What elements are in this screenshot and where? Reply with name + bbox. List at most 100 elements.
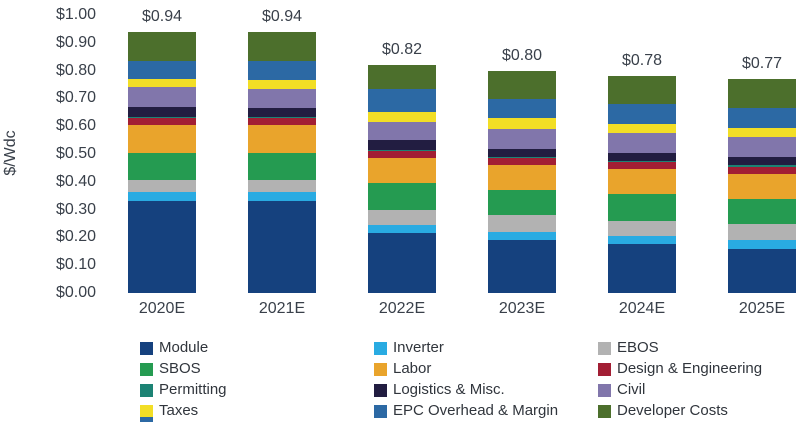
bar-segment-taxes bbox=[608, 123, 676, 134]
bar-segment-logistics-misc- bbox=[248, 108, 316, 117]
bar-total-label: $0.94 bbox=[261, 7, 303, 25]
bar-segment-labor bbox=[128, 124, 196, 153]
x-axis-label-2023E: 2023E bbox=[498, 300, 546, 317]
x-axis-label-2020E: 2020E bbox=[138, 300, 186, 317]
bar-total-label: $0.94 bbox=[141, 7, 183, 25]
bar-total-label: $0.78 bbox=[621, 52, 663, 70]
legend-label: Labor bbox=[393, 360, 432, 377]
bar-segment-design-engineering bbox=[728, 166, 796, 174]
bar-2023E bbox=[488, 70, 556, 293]
bar-segment-taxes bbox=[368, 112, 436, 123]
legend-label: Civil bbox=[617, 381, 646, 398]
x-axis-label-2025E: 2025E bbox=[738, 300, 786, 317]
bar-segment-module bbox=[368, 233, 436, 293]
bar-segment-developer-costs bbox=[128, 31, 196, 61]
legend-item-design-engineering: Design & Engineering bbox=[598, 361, 762, 377]
bar-segment-ebos bbox=[248, 180, 316, 192]
bar-segment-civil bbox=[248, 88, 316, 109]
bar-segment-taxes bbox=[128, 79, 196, 88]
legend-item-module: Module bbox=[140, 340, 208, 356]
bar-total-label: $0.82 bbox=[381, 41, 423, 59]
legend-label: Logistics & Misc. bbox=[393, 381, 505, 398]
legend-swatch-icon bbox=[140, 362, 153, 376]
y-tick-label: $0.90 bbox=[55, 33, 96, 51]
bar-2024E bbox=[608, 76, 676, 293]
bar-2021E bbox=[248, 31, 316, 293]
bar-segment-design-engineering bbox=[248, 117, 316, 125]
bar-segment-epc-overhead-margin bbox=[248, 60, 316, 81]
bar-segment-inverter bbox=[248, 191, 316, 202]
bar-segment-sbos bbox=[728, 198, 796, 224]
bar-total-label: $0.77 bbox=[741, 54, 783, 72]
bar-segment-taxes bbox=[248, 80, 316, 89]
y-tick-label: $0.30 bbox=[55, 200, 96, 218]
bar-segment-permitting bbox=[488, 156, 556, 159]
legend-item-inverter: Inverter bbox=[374, 340, 444, 356]
bar-segment-developer-costs bbox=[368, 65, 436, 89]
legend-swatch-icon bbox=[140, 341, 153, 355]
bar-total-label: $0.80 bbox=[501, 46, 543, 64]
bar-segment-taxes bbox=[488, 117, 556, 130]
bar-segment-permitting bbox=[128, 116, 196, 118]
bar-segment-permitting bbox=[728, 165, 796, 167]
legend-item-logistics-misc-: Logistics & Misc. bbox=[374, 382, 505, 398]
bar-segment-sbos bbox=[488, 190, 556, 216]
y-tick-label: $0.70 bbox=[55, 89, 96, 107]
legend-item-ebos: EBOS bbox=[598, 340, 659, 356]
y-tick-label: $0.20 bbox=[55, 228, 96, 246]
bar-segment-inverter bbox=[728, 240, 796, 249]
legend-swatch-icon bbox=[374, 341, 387, 355]
bar-segment-design-engineering bbox=[368, 151, 436, 159]
bar-segment-design-engineering bbox=[128, 117, 196, 125]
cropped-legend-swatch bbox=[140, 417, 153, 422]
legend-swatch-icon bbox=[140, 404, 153, 418]
bar-segment-logistics-misc- bbox=[368, 140, 436, 150]
y-tick-label: $0.10 bbox=[55, 256, 96, 274]
legend-swatch-icon bbox=[598, 383, 611, 397]
bar-segment-permitting bbox=[368, 149, 436, 152]
legend-swatch-icon bbox=[598, 404, 611, 418]
bar-segment-labor bbox=[488, 165, 556, 191]
bar-segment-sbos bbox=[128, 152, 196, 181]
bar-segment-inverter bbox=[488, 231, 556, 241]
bar-segment-taxes bbox=[728, 127, 796, 138]
legend-item-permitting: Permitting bbox=[140, 382, 227, 398]
x-axis-label-2022E: 2022E bbox=[378, 300, 426, 317]
bar-segment-epc-overhead-margin bbox=[608, 104, 676, 124]
bar-segment-labor bbox=[728, 173, 796, 199]
bar-segment-developer-costs bbox=[608, 76, 676, 105]
bar-segment-design-engineering bbox=[488, 158, 556, 166]
bar-segment-civil bbox=[128, 87, 196, 107]
legend-label: SBOS bbox=[159, 360, 201, 377]
bar-segment-labor bbox=[248, 124, 316, 153]
bar-segment-epc-overhead-margin bbox=[488, 98, 556, 118]
legend-item-developer-costs: Developer Costs bbox=[598, 403, 728, 419]
bar-segment-epc-overhead-margin bbox=[128, 60, 196, 80]
legend-label: Permitting bbox=[159, 381, 227, 398]
bar-segment-developer-costs bbox=[728, 79, 796, 109]
bar-segment-ebos bbox=[488, 215, 556, 232]
bar-segment-labor bbox=[608, 169, 676, 195]
bar-segment-design-engineering bbox=[608, 162, 676, 170]
bar-segment-inverter bbox=[368, 224, 436, 234]
bar-segment-module bbox=[128, 201, 196, 293]
bar-segment-permitting bbox=[608, 161, 676, 163]
y-tick-label: $0.80 bbox=[55, 61, 96, 79]
legend-label: Module bbox=[159, 339, 209, 356]
legend-item-taxes: Taxes bbox=[140, 403, 198, 419]
legend-label: Design & Engineering bbox=[617, 360, 763, 377]
bar-segment-epc-overhead-margin bbox=[368, 88, 436, 113]
bar-segment-inverter bbox=[608, 236, 676, 245]
y-tick-label: $0.00 bbox=[55, 284, 96, 301]
bar-segment-sbos bbox=[368, 183, 436, 210]
bar-segment-sbos bbox=[608, 194, 676, 221]
bar-segment-module bbox=[608, 244, 676, 293]
x-axis-label-2024E: 2024E bbox=[618, 300, 666, 317]
bar-2020E bbox=[128, 31, 196, 293]
bar-segment-labor bbox=[368, 158, 436, 184]
bar-segment-civil bbox=[728, 137, 796, 157]
legend-label: EBOS bbox=[617, 339, 659, 356]
bar-segment-ebos bbox=[608, 220, 676, 237]
bar-segment-developer-costs bbox=[488, 70, 556, 99]
legend-item-sbos: SBOS bbox=[140, 361, 201, 377]
